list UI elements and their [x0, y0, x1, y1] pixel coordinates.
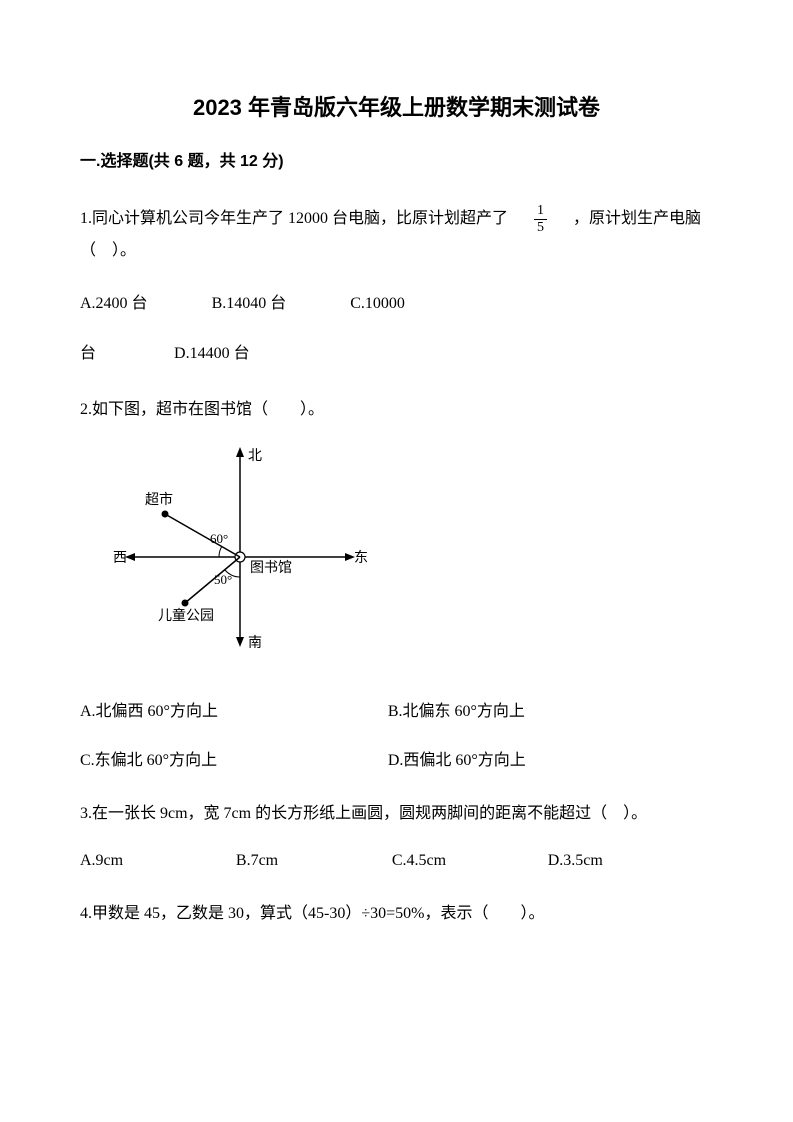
question-1: 1.同心计算机公司今年生产了 12000 台电脑，比原计划超产了 1 5 ，原计…	[80, 203, 713, 267]
label-west: 西	[113, 551, 127, 566]
question-4: 4.甲数是 45，乙数是 30，算式（45-30）÷30=50%，表示（ ）。	[80, 898, 713, 930]
question-3: 3.在一张长 9cm，宽 7cm 的长方形纸上画圆，圆规两脚间的距离不能超过（ …	[80, 798, 713, 830]
q2-options-row2: C.东偏北 60°方向上 D.西偏北 60°方向上	[80, 748, 713, 774]
label-angle2: 50°	[214, 572, 232, 587]
q3-opt-d: D.3.5cm	[548, 848, 700, 874]
q3-options: A.9cm B.7cm C.4.5cm D.3.5cm	[80, 848, 713, 874]
label-library: 图书馆	[250, 560, 292, 576]
q1-opt-a: A.2400 台	[80, 291, 148, 317]
question-2: 2.如下图，超市在图书馆（ ）。	[80, 394, 713, 426]
q3-opt-b: B.7cm	[236, 848, 388, 874]
page-title: 2023 年青岛版六年级上册数学期末测试卷	[80, 90, 713, 125]
q3-opt-a: A.9cm	[80, 848, 232, 874]
q3-opt-c: C.4.5cm	[392, 848, 544, 874]
q1-opt-c: C.10000	[350, 291, 405, 317]
q2-diagram: 北 南 东 西 超市 图书馆 儿童公园 60° 50°	[110, 442, 713, 671]
q2-opt-d: D.西偏北 60°方向上	[388, 748, 692, 774]
q1-frac-den: 5	[534, 220, 547, 235]
q1-fraction: 1 5	[534, 203, 547, 235]
label-south: 南	[248, 635, 262, 651]
section-header: 一.选择题(共 6 题，共 12 分)	[80, 149, 713, 175]
q1-frac-num: 1	[534, 203, 547, 219]
q2-options-row1: A.北偏西 60°方向上 B.北偏东 60°方向上	[80, 699, 713, 725]
q1-opt-b: B.14040 台	[212, 291, 287, 317]
q2-opt-c: C.东偏北 60°方向上	[80, 748, 384, 774]
label-park: 儿童公园	[158, 607, 214, 624]
label-supermarket: 超市	[145, 491, 173, 508]
q1-opt-c2: 台	[80, 345, 96, 362]
label-east: 东	[354, 550, 368, 566]
label-north: 北	[248, 448, 262, 464]
q2-opt-a: A.北偏西 60°方向上	[80, 699, 384, 725]
q2-opt-b: B.北偏东 60°方向上	[388, 699, 692, 725]
q1-text-a: 1.同心计算机公司今年生产了 12000 台电脑，比原计划超产了	[80, 210, 524, 227]
label-angle1: 60°	[210, 531, 228, 546]
q1-options-row2: 台 D.14400 台	[80, 341, 713, 367]
q1-opt-d: D.14400 台	[174, 345, 250, 362]
q1-options-row1: A.2400 台 B.14040 台 C.10000	[80, 291, 713, 317]
